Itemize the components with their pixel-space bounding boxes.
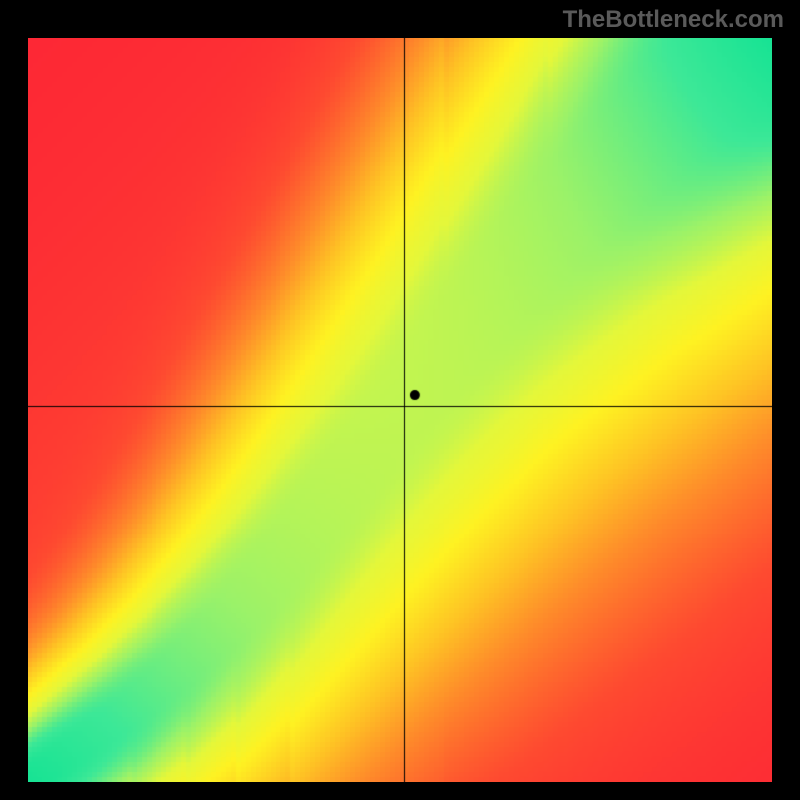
chart-container: TheBottleneck.com — [0, 0, 800, 800]
watermark-text: TheBottleneck.com — [563, 6, 784, 34]
bottleneck-heatmap — [28, 38, 772, 782]
